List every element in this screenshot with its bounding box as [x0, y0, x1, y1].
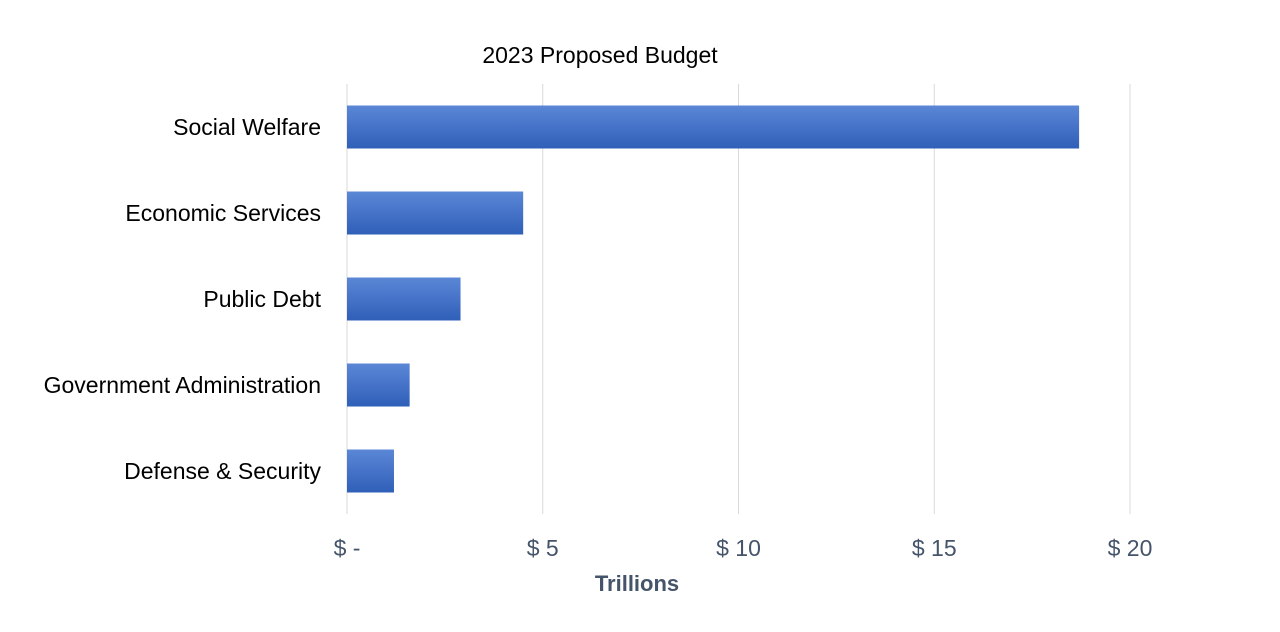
- bar: [347, 191, 524, 235]
- x-axis-title: Trillions: [595, 571, 679, 596]
- category-label: Government Administration: [44, 372, 321, 398]
- x-tick-label: $ 15: [912, 535, 957, 561]
- category-labels: Social Welfare Economic Services Public De…: [44, 114, 322, 484]
- category-label: Public Debt: [203, 286, 321, 312]
- x-tick-label: $ 5: [527, 535, 559, 561]
- x-tick-label: $ 20: [1108, 535, 1153, 561]
- bar: [347, 363, 410, 407]
- category-label: Defense & Security: [124, 458, 321, 484]
- x-tick-label: $ 10: [716, 535, 761, 561]
- chart-title: 2023 Proposed Budget: [482, 42, 718, 68]
- x-tick-labels: $ - $ 5 $ 10 $ 15 $ 20: [334, 535, 1153, 561]
- x-tick-label: $ -: [334, 535, 361, 561]
- category-label: Social Welfare: [173, 114, 321, 140]
- bars: [347, 105, 1080, 493]
- gridlines: [346, 84, 1131, 514]
- bar: [347, 105, 1080, 149]
- category-label: Economic Services: [125, 200, 321, 226]
- bar: [347, 277, 461, 321]
- bar: [347, 449, 394, 493]
